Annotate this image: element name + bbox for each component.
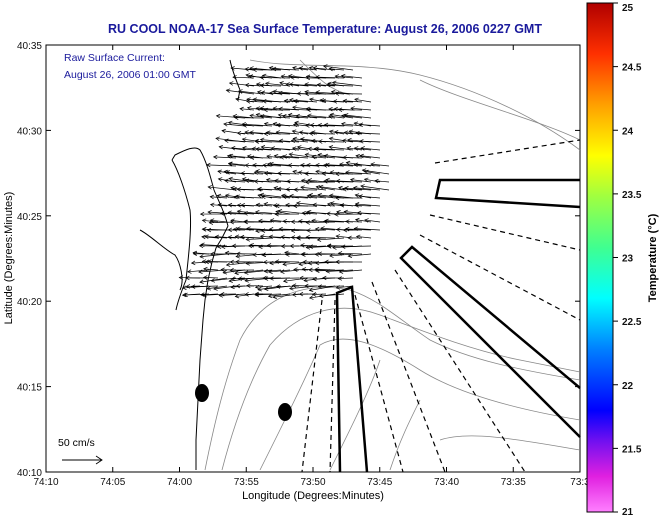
x-tick-label: 74:00	[167, 477, 192, 488]
colorbar-tick-label: 24	[622, 126, 634, 137]
surface-current-vectors	[178, 64, 390, 300]
y-tick-label: 40:30	[17, 126, 42, 137]
y-axis-label: Latitude (Degrees:Minutes)	[3, 191, 15, 325]
colorbar-tick-label: 23.5	[622, 190, 642, 201]
colorbar	[586, 2, 614, 513]
x-axis-label: Longitude (Degrees:Minutes)	[242, 490, 384, 502]
x-tick-label: 73:55	[234, 477, 259, 488]
legend-line1: Raw Surface Current:	[64, 52, 165, 64]
x-tick-label: 73:40	[434, 477, 459, 488]
colorbar-tick-label: 24.5	[622, 63, 642, 74]
shipping-lanes	[335, 178, 581, 473]
x-tick-label: 74:10	[33, 477, 58, 488]
x-tick-label: 73:35	[501, 477, 526, 488]
buoy-marker	[195, 384, 209, 402]
scale-label: 50 cm/s	[58, 437, 95, 449]
buoy-marker	[278, 403, 292, 421]
x-tick-label: 73:3	[570, 477, 590, 488]
x-tick-label: 73:45	[367, 477, 392, 488]
y-tick-label: 40:15	[17, 383, 42, 394]
colorbar-label: Temperature (°C)	[647, 213, 659, 303]
plot-frame	[45, 44, 581, 473]
x-tick-label: 74:05	[100, 477, 125, 488]
y-tick-label: 40:20	[17, 297, 42, 308]
colorbar-tick-label: 21.5	[622, 444, 642, 455]
colorbar-tick-label: 22	[622, 381, 634, 392]
legend-line2: August 26, 2006 01:00 GMT	[64, 69, 196, 81]
colorbar-tick-label: 22.5	[622, 317, 642, 328]
colorbar-tick-label: 23	[622, 254, 634, 265]
map-title: RU COOL NOAA-17 Sea Surface Temperature:…	[108, 22, 542, 36]
colorbar-tick-label: 21	[622, 507, 634, 518]
y-tick-label: 40:25	[17, 212, 42, 223]
y-tick-label: 40:10	[17, 468, 42, 479]
colorbar-tick-label: 25	[622, 3, 634, 14]
radar-radials	[301, 139, 581, 473]
x-tick-label: 73:50	[300, 477, 325, 488]
legend-box: Raw Surface Current: August 26, 2006 01:…	[64, 52, 196, 81]
scale-vector	[62, 455, 103, 465]
y-tick-label: 40:35	[17, 41, 42, 52]
